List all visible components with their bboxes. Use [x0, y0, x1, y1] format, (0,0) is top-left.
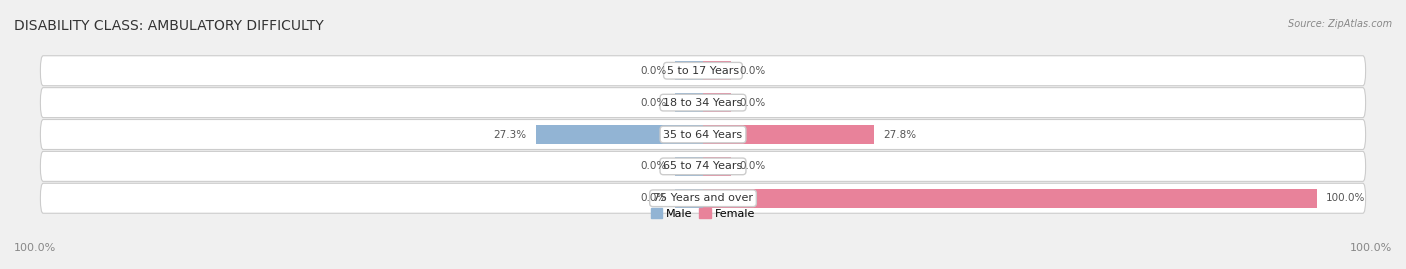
FancyBboxPatch shape — [41, 88, 1365, 118]
Bar — [703, 189, 1316, 207]
Text: 100.0%: 100.0% — [1350, 243, 1392, 253]
Text: 75 Years and over: 75 Years and over — [652, 193, 754, 203]
Text: 0.0%: 0.0% — [740, 161, 766, 171]
Bar — [675, 62, 703, 80]
Bar — [536, 125, 703, 144]
Text: 18 to 34 Years: 18 to 34 Years — [664, 98, 742, 108]
Text: 0.0%: 0.0% — [640, 193, 666, 203]
Legend: Male, Female: Male, Female — [647, 204, 759, 224]
FancyBboxPatch shape — [41, 119, 1365, 150]
FancyBboxPatch shape — [41, 183, 1365, 213]
Text: 65 to 74 Years: 65 to 74 Years — [664, 161, 742, 171]
Bar — [675, 93, 703, 112]
Bar — [703, 125, 873, 144]
Text: 0.0%: 0.0% — [640, 98, 666, 108]
Text: 0.0%: 0.0% — [640, 161, 666, 171]
FancyBboxPatch shape — [41, 151, 1365, 181]
Bar — [703, 62, 731, 80]
Text: 5 to 17 Years: 5 to 17 Years — [666, 66, 740, 76]
FancyBboxPatch shape — [41, 56, 1365, 86]
Bar — [675, 189, 703, 207]
Text: 35 to 64 Years: 35 to 64 Years — [664, 129, 742, 140]
Text: Source: ZipAtlas.com: Source: ZipAtlas.com — [1288, 19, 1392, 29]
Text: 0.0%: 0.0% — [640, 66, 666, 76]
Bar — [675, 157, 703, 176]
Bar — [703, 93, 731, 112]
Text: 0.0%: 0.0% — [740, 98, 766, 108]
Bar — [703, 157, 731, 176]
Text: 100.0%: 100.0% — [14, 243, 56, 253]
Text: 0.0%: 0.0% — [740, 66, 766, 76]
Text: 100.0%: 100.0% — [1326, 193, 1365, 203]
Text: DISABILITY CLASS: AMBULATORY DIFFICULTY: DISABILITY CLASS: AMBULATORY DIFFICULTY — [14, 19, 323, 33]
Text: 27.3%: 27.3% — [494, 129, 526, 140]
Text: 27.8%: 27.8% — [883, 129, 915, 140]
